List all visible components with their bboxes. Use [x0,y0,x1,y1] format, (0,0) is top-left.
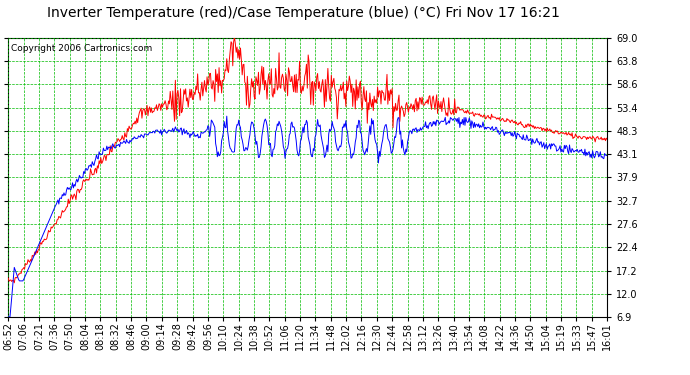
Text: Copyright 2006 Cartronics.com: Copyright 2006 Cartronics.com [11,45,152,54]
Text: Inverter Temperature (red)/Case Temperature (blue) (°C) Fri Nov 17 16:21: Inverter Temperature (red)/Case Temperat… [47,6,560,20]
